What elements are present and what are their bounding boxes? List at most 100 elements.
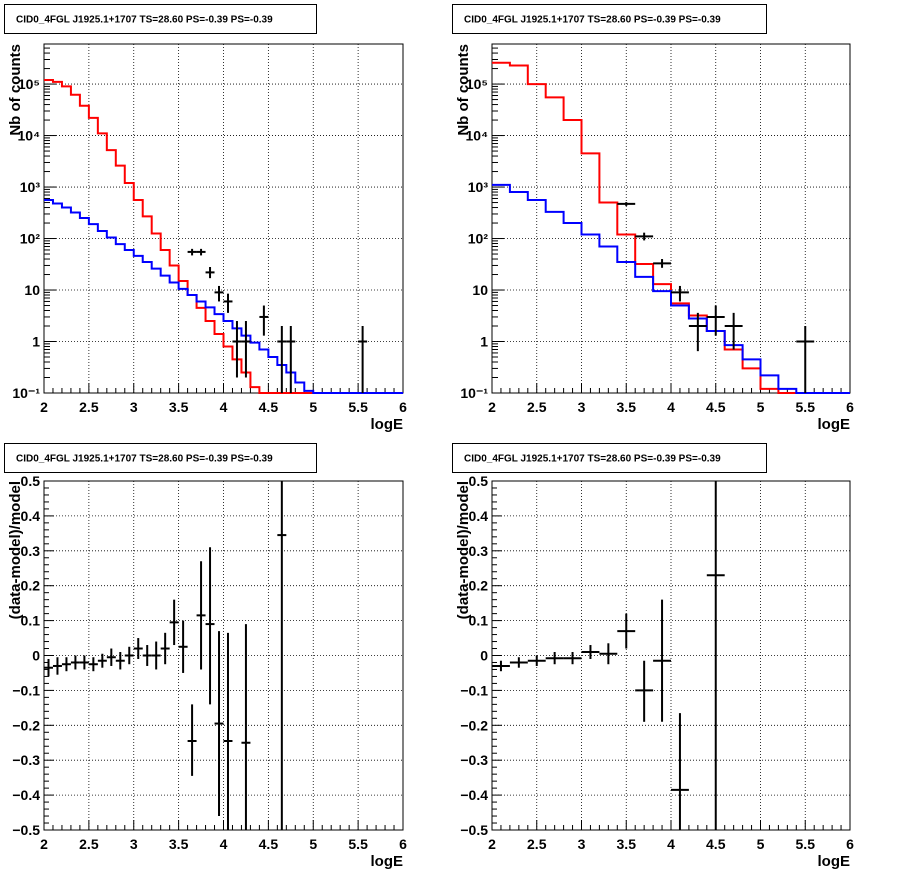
x-tick-label: 4 [220,836,228,852]
y-tick-label: 10³ [20,179,41,195]
x-tick-label: 5.5 [796,399,816,415]
x-tick-label: 2.5 [79,399,99,415]
data-point [706,305,725,336]
data-point [187,248,197,256]
data-point [151,641,161,670]
y-axis-label: Nb of counts [455,44,472,136]
x-tick-label: 3.5 [617,836,637,852]
data-point [492,660,510,672]
x-tick-label: 3 [578,836,586,852]
x-axis-label: logE [371,853,404,870]
data-point [178,620,188,673]
y-tick-label: −0.4 [12,787,40,803]
x-tick-label: 3.5 [169,399,189,415]
y-tick-label: 10⁵ [18,76,40,92]
data-point [509,657,528,668]
x-tick-label: 2 [488,836,496,852]
y-tick-label: 10⁻¹ [12,385,40,401]
data-point [196,248,206,256]
x-axis-label: logE [818,853,851,870]
chart-panel-2: CID0_4FGL J1925.1+1707 TS=28.60 PS=-0.39… [452,4,854,433]
data-point [706,481,725,830]
data-point [205,547,215,705]
y-tick-label: 10² [20,231,41,247]
x-tick-label: 3 [130,399,138,415]
y-tick-label: 0 [480,648,488,664]
y-tick-label: 1 [32,334,40,350]
x-tick-label: 5.5 [348,836,368,852]
x-tick-label: 4 [667,836,675,852]
y-tick-label: 0.5 [469,473,489,489]
y-axis-label: (data-model)/model [455,481,472,619]
data-point [688,312,707,352]
y-tick-label: 0.1 [21,613,41,629]
y-tick-label: −0.2 [12,717,40,733]
x-tick-label: 5.5 [348,399,368,415]
y-axis-label: Nb of counts [7,44,24,136]
data-point [196,561,206,670]
chart-panel-1: CID0_4FGL J1925.1+1707 TS=28.60 PS=-0.39… [4,4,407,433]
data-point [187,704,197,776]
y-tick-label: 0.4 [21,508,41,524]
x-tick-label: 2.5 [527,399,547,415]
data-point [205,266,215,279]
x-tick-label: 3 [578,399,586,415]
x-tick-label: 2 [40,399,48,415]
x-tick-label: 2 [40,836,48,852]
y-tick-label: 0.4 [469,508,489,524]
chart-title: CID0_4FGL J1925.1+1707 TS=28.60 PS=-0.39… [16,454,273,465]
data-point [617,613,636,649]
data-point [724,312,743,350]
data-point [232,321,242,378]
x-tick-label: 6 [846,836,854,852]
x-tick-label: 6 [399,836,407,852]
x-tick-label: 4.5 [706,836,726,852]
data-point [277,481,287,830]
data-point [115,652,125,670]
data-point [106,648,116,666]
x-tick-label: 2.5 [79,836,99,852]
data-point [214,631,224,817]
data-point [527,655,546,666]
y-tick-label: −0.3 [12,752,40,768]
chart-title: CID0_4FGL J1925.1+1707 TS=28.60 PS=-0.39… [464,454,721,465]
chart-title-box [452,4,767,34]
data-point [563,652,582,665]
data-point [88,657,98,672]
chart-panel-3: CID0_4FGL J1925.1+1707 TS=28.60 PS=-0.39… [4,443,407,870]
chart-panel-4: CID0_4FGL J1925.1+1707 TS=28.60 PS=-0.39… [452,443,854,870]
chart-title-box [4,443,317,473]
data-point [671,713,689,830]
y-tick-label: 10⁴ [18,128,41,144]
x-tick-label: 2.5 [527,836,547,852]
y-tick-label: 0.2 [21,578,41,594]
x-axis-label: logE [818,416,851,433]
y-tick-label: 10 [472,282,488,298]
chart-title: CID0_4FGL J1925.1+1707 TS=28.60 PS=-0.39… [464,15,721,26]
y-tick-label: −0.2 [460,717,488,733]
data-point [635,232,654,241]
y-tick-label: 0.3 [21,543,41,559]
data-point [160,632,170,665]
data-point [635,660,654,722]
histogram-series-blue [44,199,403,394]
y-tick-label: 0.5 [21,473,41,489]
x-tick-label: 5 [309,836,317,852]
y-tick-label: 1 [480,334,488,350]
data-point [653,599,671,722]
data-point [44,658,53,677]
data-point [79,655,89,670]
y-tick-label: 0.1 [469,613,489,629]
x-tick-label: 6 [399,399,407,415]
data-point [796,326,815,393]
data-point [169,599,179,646]
x-tick-label: 4 [667,399,675,415]
y-tick-label: −0.1 [12,682,40,698]
x-tick-label: 4 [220,399,228,415]
x-tick-label: 4.5 [259,836,279,852]
data-point [241,321,251,378]
y-tick-label: 10³ [468,179,489,195]
x-tick-label: 4.5 [259,399,279,415]
chart-title-box [4,4,317,34]
